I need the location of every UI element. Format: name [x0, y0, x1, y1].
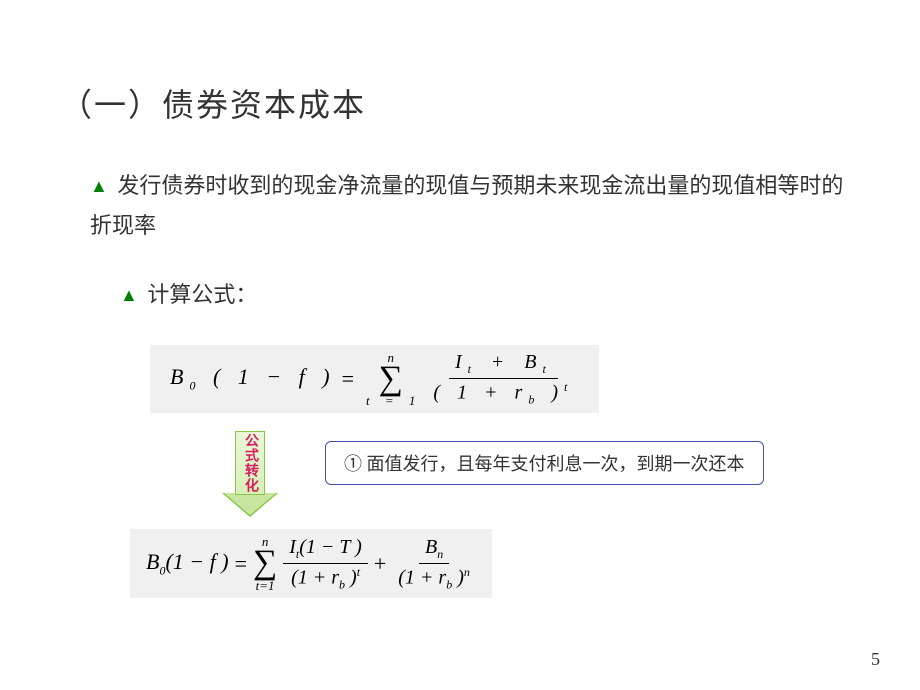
f2-lhs: B0(1 − f ) — [146, 549, 229, 578]
slide: （一）债券资本成本 ▲ 发行债券时收到的现金净流量的现值与预期未来现金流出量的现… — [0, 0, 920, 690]
arrow-head — [224, 493, 276, 515]
formula-1-box: B0 ( 1 − f ) = n ∑ t = 1 It + Bt ( 1 + r… — [150, 345, 599, 414]
f2-frac-2: Bn (1 + rb )n — [392, 536, 476, 592]
f2-frac-1: It(1 − T ) (1 + rb )t — [283, 536, 368, 592]
definition-text: 发行债券时收到的现金净流量的现值与预期未来现金流出量的现值相等时的折现率 — [90, 173, 843, 238]
arrow-body: 公式转化 — [235, 431, 265, 495]
arrow-annotation-row: 公式转化 ① 面值发行，且每年支付利息一次，到期一次还本 — [235, 431, 860, 495]
f1-fraction: It + Bt ( 1 + rb )t — [427, 351, 579, 407]
f2-plus: + — [374, 551, 386, 577]
formula-1: B0 ( 1 − f ) = n ∑ t = 1 It + Bt ( 1 + r… — [170, 351, 579, 408]
triangle-icon: ▲ — [90, 170, 108, 202]
formula-label-text: 计算公式： — [147, 282, 257, 307]
f2-eq: = — [235, 551, 247, 577]
formula-2-box: B0(1 − f ) = n ∑ t=1 It(1 − T ) (1 + rb … — [130, 529, 492, 598]
annotation-box: ① 面值发行，且每年支付利息一次，到期一次还本 — [325, 441, 764, 485]
f1-sigma: n ∑ t = 1 — [366, 351, 421, 408]
formula-label-paragraph: ▲ 计算公式： — [120, 275, 860, 315]
f2-sigma: n ∑ t=1 — [253, 535, 277, 592]
f1-lhs: B0 ( 1 − f ) — [170, 364, 336, 393]
arrow-label: 公式转化 — [240, 433, 260, 493]
page-number: 5 — [871, 649, 880, 670]
down-arrow: 公式转化 — [235, 431, 265, 495]
f1-eq: = — [342, 366, 360, 392]
definition-paragraph: ▲ 发行债券时收到的现金净流量的现值与预期未来现金流出量的现值相等时的折现率 — [90, 166, 860, 245]
triangle-icon: ▲ — [120, 279, 138, 311]
slide-title: （一）债券资本成本 — [60, 80, 860, 126]
formula-2: B0(1 − f ) = n ∑ t=1 It(1 − T ) (1 + rb … — [146, 535, 476, 592]
